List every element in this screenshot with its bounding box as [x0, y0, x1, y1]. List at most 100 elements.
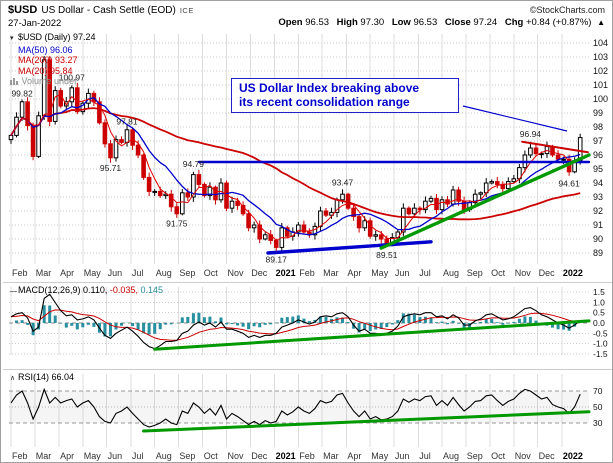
- rsi-axis-tick: 70: [593, 386, 603, 396]
- pivot-label: 95.71: [100, 163, 122, 173]
- price-axis-tick: 90: [593, 234, 603, 244]
- price-axis-tick: 95: [593, 164, 603, 174]
- month-label: Mar: [323, 451, 339, 461]
- annotation-callout: US Dollar Index breaking above its recen…: [231, 78, 459, 113]
- header: $USD US Dollar - Cash Settle (EOD) ICE: [8, 4, 194, 16]
- month-label: Jun: [395, 451, 410, 461]
- month-label: May: [371, 451, 389, 461]
- open-label: Open: [278, 17, 303, 28]
- month-label: Oct: [204, 451, 219, 461]
- month-label: Aug: [156, 451, 172, 461]
- annotation-line1: US Dollar Index breaking above: [239, 81, 420, 95]
- pivot-label: 91.75: [166, 219, 188, 229]
- month-label: Apr: [347, 451, 361, 461]
- macd-axis-tick: 1.0: [593, 297, 605, 307]
- pivot-label: 96.94: [520, 129, 542, 139]
- month-label: Oct: [204, 268, 219, 278]
- pivot-label: 97.81: [116, 117, 138, 127]
- price-axis-tick: 101: [593, 80, 608, 90]
- price-axis-tick: 102: [593, 66, 608, 76]
- chart-annotations: 99.82 100.97 97.81 95.71 94.79 91.75 89.17 93.4…: [11, 72, 580, 264]
- month-label: Jun: [108, 268, 123, 278]
- month-label: Feb: [299, 451, 315, 461]
- macd-axis-tick: -1.5: [593, 349, 608, 359]
- macd-line-icon: —: [10, 288, 17, 295]
- ma20-legend: MA(20) 95.84: [18, 65, 73, 76]
- price-axis-tick: 89: [593, 248, 603, 258]
- pivot-label: 100.97: [59, 72, 85, 82]
- month-label: May: [84, 268, 102, 278]
- macd-axis-tick: -0.5: [593, 328, 608, 338]
- month-label: Feb: [12, 451, 28, 461]
- open-value: 96.53: [305, 17, 330, 28]
- month-label: 2021: [276, 451, 296, 461]
- low-value: 96.53: [413, 17, 438, 28]
- month-label: May: [371, 268, 389, 278]
- change-up-icon: ▲: [597, 18, 605, 27]
- price-axis-tick: 91: [593, 220, 603, 230]
- price-axis-tick: 104: [593, 38, 608, 48]
- month-label: 2021: [276, 268, 296, 278]
- rsi-uptrend: [142, 410, 591, 433]
- close-value: 97.24: [473, 17, 498, 28]
- annotation-callout-line: [462, 105, 568, 132]
- month-label: Sep: [467, 451, 483, 461]
- month-label: Sep: [179, 451, 195, 461]
- macd-axis-tick: 0.5: [593, 308, 605, 318]
- axis-labels: 104 103 102 101 100 99 98 97 96 95 94 93 92 91 90 89 1.5…: [12, 38, 608, 461]
- ma20-line: [10, 93, 581, 242]
- annotation-line2: its recent consolidation range: [239, 95, 410, 109]
- month-label: Nov: [228, 268, 245, 278]
- month-label: Mar: [36, 268, 52, 278]
- pivot-label: 89.51: [376, 250, 398, 260]
- macd-uptrend: [153, 319, 591, 351]
- collapse-icon[interactable]: ▾: [10, 35, 14, 42]
- month-label: Oct: [491, 451, 506, 461]
- price-axis-tick: 96: [593, 150, 603, 160]
- month-label: Nov: [515, 268, 532, 278]
- pivot-label: 89.17: [266, 255, 288, 265]
- rsi-line-icon: ∧: [10, 375, 16, 382]
- month-label: 2022: [563, 451, 583, 461]
- rsi-line: [10, 387, 581, 428]
- month-label: Sep: [179, 268, 195, 278]
- rsi-value: 66.04: [51, 372, 75, 382]
- macd-axis-tick: 0.0: [593, 318, 605, 328]
- low-label: Low: [391, 17, 411, 28]
- pivot-label: 94.61: [558, 179, 580, 189]
- rising-support: [379, 153, 591, 250]
- month-label: Nov: [228, 451, 245, 461]
- month-label: Jul: [132, 268, 144, 278]
- consolidation-breakout-line: [521, 140, 589, 154]
- ma50-legend: MA(50) 96.06: [18, 44, 73, 55]
- quote-bar: Open 96.53 High 97.30 Low 96.53 Close 97…: [273, 17, 605, 28]
- macd-signal-value: -0.035,: [109, 285, 138, 295]
- macd-value: 0.110,: [83, 285, 108, 295]
- series-legend-row: ▾ $USD (Daily) 97.24: [10, 32, 96, 45]
- macd-hist-value: 0.145: [140, 285, 163, 295]
- price-legend: ▾ $USD (Daily) 97.24 MA(50) 96.06 MA(200)…: [10, 32, 96, 87]
- price-axis-tick: 92: [593, 206, 603, 216]
- chart-title: US Dollar - Cash Settle (EOD): [41, 5, 176, 16]
- month-label: Jun: [395, 268, 410, 278]
- rsi-axis-tick: 30: [593, 418, 603, 428]
- pivot-label: 94.79: [183, 159, 205, 169]
- rsi-panel: [10, 387, 591, 433]
- high-value: 97.30: [360, 17, 385, 28]
- price-axis-tick: 94: [593, 178, 603, 188]
- month-label: Jul: [132, 451, 144, 461]
- price-axis-tick: 100: [593, 94, 608, 104]
- month-label: Apr: [60, 268, 74, 278]
- high-label: High: [336, 17, 358, 28]
- volume-icon: [10, 78, 18, 85]
- macd-panel: [10, 293, 591, 351]
- early-base-support: [266, 240, 433, 255]
- macd-name: MACD(12,26,9): [18, 285, 81, 295]
- rsi-axis-tick: 50: [593, 402, 603, 412]
- price-axis-tick: 99: [593, 108, 603, 118]
- macd-axis-tick: 1.5: [593, 287, 605, 297]
- pivot-label: 99.82: [11, 89, 33, 99]
- chg-label: Chg: [504, 17, 524, 28]
- macd-line: [10, 293, 581, 350]
